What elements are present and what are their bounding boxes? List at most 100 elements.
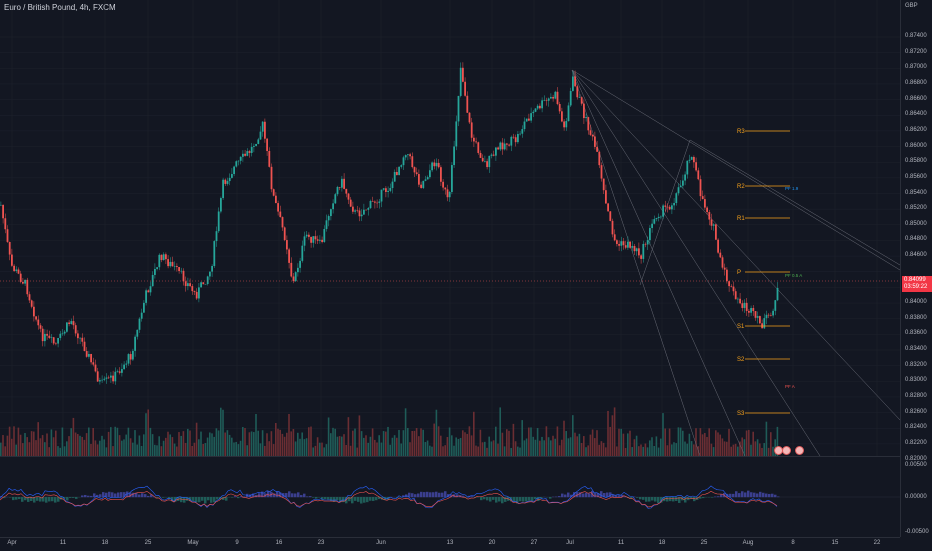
volume-bar (114, 427, 116, 456)
volume-bar (609, 427, 611, 456)
candle-body (400, 165, 402, 167)
volume-bar (317, 437, 319, 456)
current-price-value: 0.84099 (904, 277, 930, 284)
osc-hist (324, 497, 327, 499)
candle-body (306, 235, 308, 237)
current-price-badge: 0.84099 03:59:22 (902, 276, 932, 292)
candle-body (150, 286, 152, 292)
osc-hist (108, 492, 111, 497)
osc-hist (294, 493, 297, 497)
candle-body (92, 362, 94, 364)
candle-body (673, 203, 675, 205)
volume-bar (312, 447, 314, 456)
candle-body (370, 201, 372, 208)
candle-body (125, 364, 127, 365)
candle-body (42, 329, 44, 341)
volume-bar (535, 440, 537, 456)
time-tick: 25 (701, 540, 708, 546)
candle-body (398, 167, 400, 175)
volume-bar (561, 440, 563, 456)
volume-bar (187, 429, 189, 456)
event-badge-icon[interactable] (795, 446, 804, 455)
price-tick: 0.82400 (905, 424, 927, 430)
osc-hist (426, 492, 429, 497)
candle-body (339, 187, 341, 188)
volume-bar (53, 437, 55, 456)
candle-body (693, 157, 695, 162)
candle-body (473, 138, 475, 142)
volume-bar (748, 430, 750, 456)
volume-bar (165, 438, 167, 456)
volume-bar (471, 435, 473, 456)
volume-bar (2, 435, 4, 456)
candle-body (176, 266, 178, 267)
volume-bar (499, 407, 501, 456)
oscillator-pane[interactable] (0, 457, 900, 537)
candle-body (508, 145, 510, 146)
candle-body (244, 154, 246, 156)
candle-body (579, 97, 581, 98)
candle-body (517, 134, 519, 142)
osc-hist (288, 491, 291, 497)
volume-bar (103, 439, 105, 456)
candle-body (145, 290, 147, 303)
volume-bar (574, 433, 576, 456)
candle-body (121, 369, 123, 373)
candle-body (317, 239, 319, 240)
volume-bar (224, 433, 226, 456)
volume-bar (119, 435, 121, 456)
osc-hist (486, 497, 489, 500)
osc-hist (291, 493, 294, 497)
osc-tick: 0.00000 (905, 494, 927, 500)
candle-body (722, 257, 724, 267)
candle-body (169, 262, 171, 266)
volume-bar (416, 428, 418, 456)
volume-bar (735, 444, 737, 456)
candle-body (218, 212, 220, 232)
currency-label: GBP (905, 3, 918, 9)
candle-body (686, 161, 688, 175)
candle-body (295, 272, 297, 281)
volume-bar (689, 434, 691, 456)
osc-hist (561, 494, 564, 498)
volume-bar (121, 441, 123, 456)
bar-countdown: 03:59:22 (904, 284, 930, 291)
candle-body (561, 111, 563, 121)
volume-bar (180, 436, 182, 456)
volume-bar (163, 441, 165, 456)
candle-body (136, 330, 138, 337)
candle-body (178, 267, 180, 271)
volume-bar (286, 433, 288, 456)
osc-hist (306, 496, 309, 497)
candle-body (378, 202, 380, 203)
candle-body (40, 325, 42, 328)
osc-hist (51, 497, 54, 501)
candle-body (319, 240, 321, 241)
osc-hist (774, 495, 777, 497)
event-badge-icon[interactable] (782, 446, 791, 455)
osc-hist (366, 497, 369, 502)
candle-body (565, 121, 567, 127)
candle-body (163, 254, 165, 260)
osc-hist (300, 495, 303, 497)
candle-body (623, 241, 625, 245)
volume-bar (161, 446, 163, 456)
candle-body (601, 165, 603, 178)
osc-hist (582, 494, 585, 498)
candle-body (394, 172, 396, 182)
osc-hist (765, 494, 768, 498)
volume-bar (275, 423, 277, 456)
price-tick: 0.85400 (905, 190, 927, 196)
candle-body (616, 240, 618, 244)
volume-bar (33, 432, 35, 456)
candle-body (539, 106, 541, 108)
osc-hist (312, 497, 315, 498)
osc-hist (444, 491, 447, 497)
candle-body (598, 152, 600, 165)
candle-body (249, 151, 251, 153)
candle-body (449, 192, 451, 197)
osc-hist (357, 497, 360, 502)
